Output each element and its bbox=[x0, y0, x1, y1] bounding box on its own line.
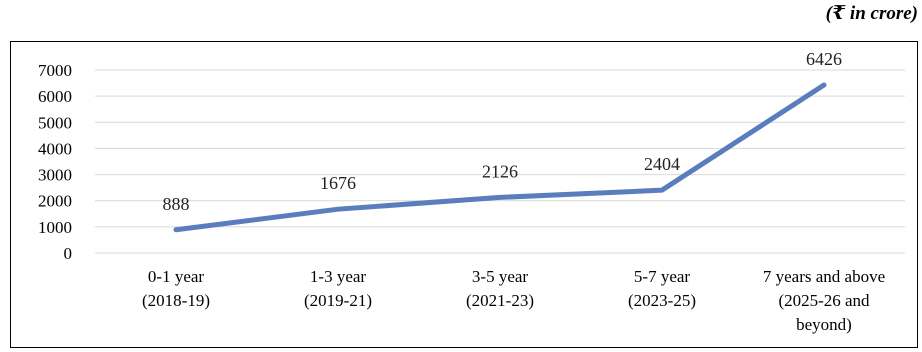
data-label: 2404 bbox=[644, 154, 680, 174]
series-line bbox=[173, 82, 827, 233]
x-axis-categories: 0-1 year (2018-19) 1-3 year (2019-21) 3-5 ye… bbox=[142, 267, 885, 334]
x-category-label: 0-1 year (2018-19) bbox=[142, 267, 210, 310]
data-label: 6426 bbox=[806, 49, 842, 69]
y-tick-label: 3000 bbox=[38, 166, 72, 185]
y-tick-label: 6000 bbox=[38, 87, 72, 106]
y-tick-label: 5000 bbox=[38, 113, 72, 132]
data-label: 1676 bbox=[320, 173, 356, 193]
x-category-label: 5-7 year (2023-25) bbox=[628, 267, 696, 310]
y-tick-label: 4000 bbox=[38, 139, 72, 158]
data-label: 2126 bbox=[482, 161, 518, 181]
y-axis-ticks: 0 1000 2000 3000 4000 5000 6000 7000 bbox=[38, 61, 72, 263]
x-category-label: 3-5 year (2021-23) bbox=[466, 267, 534, 310]
y-tick-label: 7000 bbox=[38, 61, 72, 80]
y-tick-label: 2000 bbox=[38, 192, 72, 211]
unit-note: (₹ in crore) bbox=[825, 3, 918, 24]
x-category-label: 7 years and above (2025-26 and beyond) bbox=[763, 267, 885, 334]
data-label: 888 bbox=[163, 194, 190, 214]
data-labels: 888 1676 2126 2404 6426 bbox=[163, 49, 843, 214]
chart-frame bbox=[10, 41, 918, 348]
x-category-label: 1-3 year (2019-21) bbox=[304, 267, 372, 310]
gridlines bbox=[95, 69, 905, 254]
y-tick-label: 0 bbox=[64, 244, 73, 263]
series-line-group bbox=[173, 82, 827, 233]
y-tick-label: 1000 bbox=[38, 218, 72, 237]
